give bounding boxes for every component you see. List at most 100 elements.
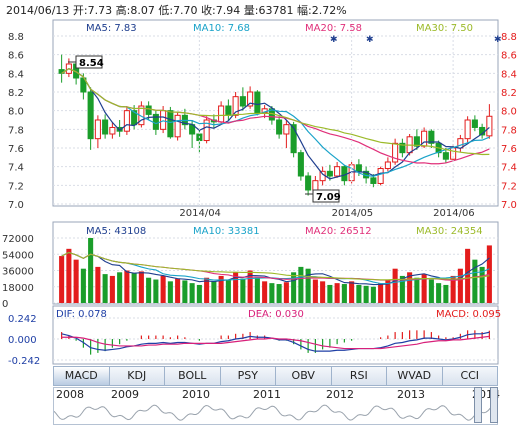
change-value: 2.72% xyxy=(311,4,347,17)
price-tick-right: 8.8 xyxy=(501,32,517,43)
price-panel[interactable] xyxy=(52,19,499,207)
price-tick-right: 7.0 xyxy=(501,200,517,211)
history-sparkline xyxy=(54,404,497,421)
volume-bar xyxy=(59,256,65,303)
macd-tick-left: 0.000 xyxy=(8,335,37,346)
volume-bar xyxy=(189,283,195,303)
volume-moving-averages xyxy=(61,251,490,286)
volume-bar xyxy=(204,277,210,303)
price-moving-averages xyxy=(61,67,490,180)
volume-bar xyxy=(421,274,427,303)
volume-bar xyxy=(276,284,282,303)
volume-bar xyxy=(73,259,79,303)
candle-body xyxy=(334,166,341,177)
candle-body xyxy=(442,152,449,160)
price-tick-left: 8.6 xyxy=(8,51,24,62)
volume-axis: 72000 54000 36000 18000 0 xyxy=(2,234,34,310)
volume-ma20-legend: MA20: 26512 xyxy=(305,226,372,237)
volume-bar xyxy=(472,259,478,303)
volume-tick-left: 54000 xyxy=(2,250,34,261)
range-left-handle[interactable] xyxy=(474,387,482,423)
price-tick-right: 8.4 xyxy=(501,69,517,80)
candle-body xyxy=(203,119,210,142)
candle-body xyxy=(384,161,391,170)
tab-obv[interactable]: OBV xyxy=(276,367,332,385)
tab-rsi[interactable]: RSI xyxy=(332,367,387,385)
candle-body xyxy=(232,96,239,116)
volume-value: 63781 xyxy=(258,4,294,17)
volume-ma10-legend: MA10: 33381 xyxy=(193,226,260,237)
price-tick-left: 8.4 xyxy=(8,69,24,80)
volume-bar xyxy=(269,283,275,303)
volume-bar xyxy=(312,279,318,303)
quote-summary: 2014/06/13 开:7.73 高:8.07 低:7.70 收:7.94 量… xyxy=(6,2,347,18)
volume-bar xyxy=(363,285,369,303)
tab-psy[interactable]: PSY xyxy=(221,367,276,385)
tab-boll[interactable]: BOLL xyxy=(165,367,221,385)
candle-body xyxy=(167,110,174,138)
candle-body xyxy=(464,119,471,140)
volume-bar xyxy=(407,272,413,303)
volume-tick-left: 18000 xyxy=(2,283,34,294)
volume-bar xyxy=(465,248,471,303)
volume-bar xyxy=(167,281,173,303)
price-tick-right: 7.4 xyxy=(501,163,517,174)
volume-tick-left: 36000 xyxy=(2,267,34,278)
candle-body xyxy=(239,96,246,107)
volume-bar xyxy=(291,272,297,303)
candle-body xyxy=(290,124,297,154)
price-tick-right: 8.2 xyxy=(501,88,517,99)
candle-body xyxy=(413,136,420,147)
tab-macd[interactable]: MACD xyxy=(54,367,110,385)
candle-body xyxy=(160,110,167,130)
history-navigator[interactable]: 2008 2009 2010 2011 2012 2013 2014 xyxy=(53,387,500,425)
volume-bar xyxy=(146,277,152,303)
quote-date: 2014/06/13 xyxy=(6,4,70,17)
volume-bar xyxy=(320,281,326,303)
volume-bar xyxy=(262,281,268,303)
date-axis: 2014/04 2014/05 2014/06 xyxy=(179,20,475,219)
volume-tick-left: 0 xyxy=(2,299,8,310)
volume-bar xyxy=(341,284,347,303)
candle-body xyxy=(370,177,377,184)
volume-bar xyxy=(131,273,137,303)
event-marker-icon[interactable]: ✱ xyxy=(366,35,374,45)
price-tick-left: 7.4 xyxy=(8,163,24,174)
macd-axis: 0.242 0.000 -0.242 xyxy=(8,314,40,366)
change-label: 幅: xyxy=(297,4,312,17)
year-label: 2009 xyxy=(111,388,139,401)
volume-bar xyxy=(80,268,86,303)
volume-bar xyxy=(436,283,442,303)
price-tick-left: 8.2 xyxy=(8,88,24,99)
range-right-handle[interactable] xyxy=(490,387,498,423)
volume-bar xyxy=(414,277,420,303)
event-marker-icon[interactable]: ✱ xyxy=(330,35,338,45)
event-marker-icon[interactable]: ✱ xyxy=(494,35,502,45)
candle-body xyxy=(326,170,333,177)
candle-body xyxy=(297,152,304,177)
volume-bar xyxy=(479,266,485,303)
candle-body xyxy=(94,119,101,140)
tab-kdj[interactable]: KDJ xyxy=(110,367,165,385)
price-tick-right: 8.6 xyxy=(501,51,517,62)
candle-body xyxy=(305,175,312,191)
volume-bar xyxy=(370,286,376,303)
year-label: 2011 xyxy=(253,388,281,401)
candle-body xyxy=(283,124,290,135)
volume-bar xyxy=(175,278,181,303)
ma10-line xyxy=(61,67,490,177)
volume-bar xyxy=(211,281,217,303)
tab-wvad[interactable]: WVAD xyxy=(387,367,443,385)
chart-canvas[interactable]: 8.8 8.8 8.6 8.6 8.4 8.4 8.2 8.2 8.0 8.0 7.8 7.8 7.6 7… xyxy=(0,0,524,366)
candle-body xyxy=(145,105,152,115)
price-tick-right: 7.2 xyxy=(501,181,517,192)
date-tick-label: 2014/06 xyxy=(433,208,475,219)
candle-body xyxy=(276,119,283,135)
candle-body xyxy=(399,142,406,154)
candle-body xyxy=(87,91,94,140)
tab-cci[interactable]: CCI xyxy=(460,369,480,382)
volume-bar xyxy=(95,266,101,303)
candle-body xyxy=(174,114,181,138)
indicator-tabs: MACD KDJ BOLL PSY OBV RSI WVAD CCI xyxy=(53,366,498,386)
